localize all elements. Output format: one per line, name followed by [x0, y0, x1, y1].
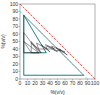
simplex — [31, 42, 41, 53]
simplex — [59, 49, 67, 55]
tick-label: 50 — [55, 80, 61, 86]
tick — [19, 49, 21, 50]
x-axis-label: %(v/v) — [50, 89, 65, 95]
tick — [19, 34, 21, 35]
tick-label: 40 — [47, 80, 53, 86]
simplex — [24, 15, 47, 53]
tick — [19, 4, 21, 5]
tick-label: 60 — [12, 31, 18, 37]
tick-label: 70 — [12, 23, 18, 29]
series-group — [20, 4, 95, 79]
tick-label: 20 — [12, 61, 18, 67]
tick — [19, 56, 21, 57]
tick — [19, 19, 21, 20]
tick-label: 10 — [12, 68, 18, 74]
tick — [19, 26, 21, 27]
tick-label: 0 — [19, 80, 22, 86]
tick-label: 30 — [12, 53, 18, 59]
plot-area — [20, 4, 95, 79]
tick-label: 70 — [70, 80, 76, 86]
tick — [19, 64, 21, 65]
y-axis-label: %(v/v) — [0, 34, 6, 49]
tick — [19, 71, 21, 72]
chart: 0102030405060708090100010203040506070809… — [0, 0, 100, 95]
tick — [19, 41, 21, 42]
simplex — [41, 45, 50, 53]
line — [20, 4, 95, 79]
tick-label: 100 — [10, 1, 19, 7]
tick-label: 20 — [32, 80, 38, 86]
tick-label: 80 — [77, 80, 83, 86]
tick-label: 30 — [40, 80, 46, 86]
simplex — [24, 15, 84, 75]
tick — [19, 79, 21, 80]
tick-label: 80 — [12, 16, 18, 22]
tick-label: 90 — [85, 80, 91, 86]
tick-label: 10 — [25, 80, 31, 86]
tick-label: 90 — [12, 8, 18, 14]
tick — [19, 11, 21, 12]
tick-label: 50 — [12, 38, 18, 44]
tick-label: 100 — [91, 80, 100, 86]
tick-label: 40 — [12, 46, 18, 52]
tick-label: 0 — [15, 76, 18, 82]
line — [20, 12, 88, 80]
plot-frame — [20, 4, 95, 79]
tick-label: 60 — [62, 80, 68, 86]
line — [24, 15, 47, 53]
